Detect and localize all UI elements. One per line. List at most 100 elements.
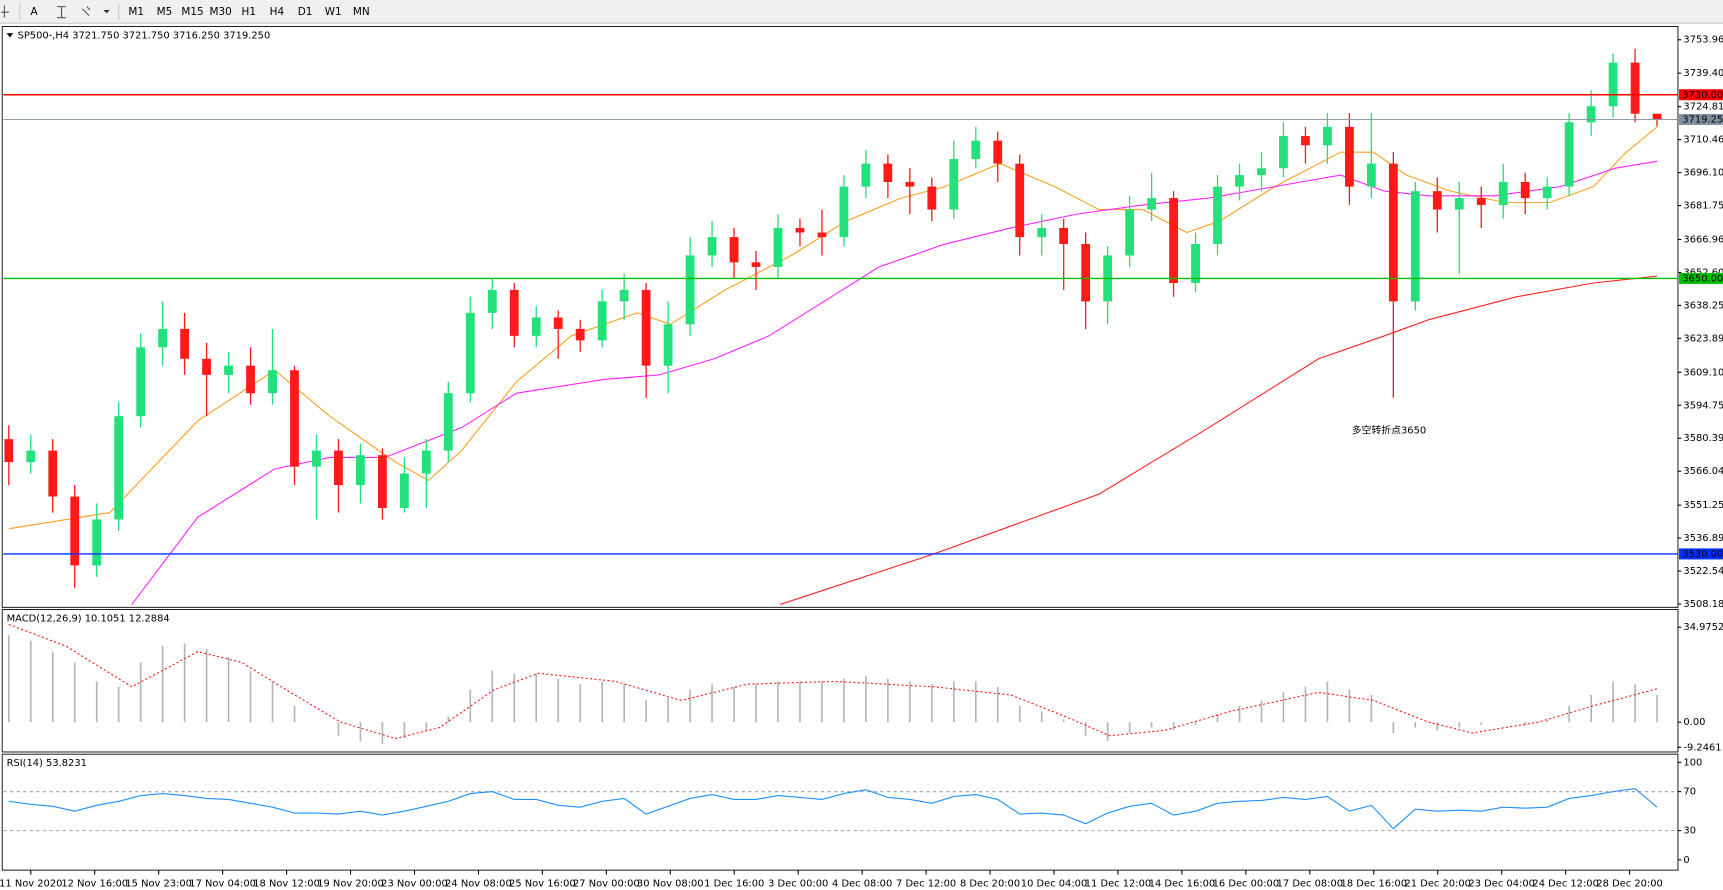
candle-body (312, 450, 321, 467)
x-tick-label: 14 Dec 16:00 (1149, 878, 1215, 889)
y-tick-label: 3638.250 (1683, 300, 1723, 311)
candle-body (1213, 186, 1222, 244)
y-tick-label: 3739.405 (1683, 68, 1723, 79)
candle-body (1652, 113, 1662, 120)
candle-body (1081, 243, 1091, 302)
candle-body (48, 450, 58, 497)
y-tick-label: 3609.105 (1683, 367, 1723, 378)
timeframe-label[interactable]: M1 (128, 6, 144, 18)
candle-body (1410, 191, 1420, 302)
x-tick-label: 27 Nov 00:00 (573, 878, 640, 889)
price-level-label: 3650.000 (1682, 273, 1723, 284)
toolbar: A M1 M5 M15 M30 H1 H4 D1 W1 MN (0, 0, 1723, 24)
x-tick-label: 15 Nov 23:00 (125, 878, 192, 889)
timeframe-label[interactable]: W1 (325, 6, 342, 18)
y-tick-label: 3551.250 (1683, 500, 1723, 511)
x-tick-label: 23 Dec 04:00 (1468, 878, 1534, 889)
y-tick-label: 3681.750 (1683, 201, 1723, 212)
candle-body (356, 455, 365, 486)
y-tick-label: 3594.750 (1683, 400, 1723, 411)
candle-body (1344, 126, 1354, 187)
x-tick-label: 30 Nov 08:00 (637, 878, 704, 889)
candle-body (443, 393, 453, 451)
timeframe-label[interactable]: M30 (210, 6, 232, 18)
x-tick-label: 7 Dec 12:00 (896, 878, 956, 889)
candle-body (26, 450, 36, 463)
candle-body (817, 232, 827, 238)
macd-panel (1, 609, 1679, 753)
timeframe-label[interactable]: H1 (242, 6, 256, 18)
candle-body (949, 159, 959, 210)
crosshair-icon[interactable] (1, 5, 9, 18)
price-level-label: 3530.000 (1682, 549, 1723, 560)
y-tick-label: -9.2461 (1683, 742, 1721, 753)
y-tick-label: 100 (1683, 757, 1702, 768)
label-icon[interactable] (57, 6, 66, 19)
candle-body (663, 324, 673, 366)
timeframe-label[interactable]: M15 (181, 6, 203, 18)
price-level-tag (1679, 89, 1723, 101)
price-level-tag (1679, 272, 1723, 284)
y-tick-label: 3724.815 (1683, 102, 1723, 113)
rsi-line (8, 788, 1658, 830)
x-tick-label: 8 Dec 20:00 (960, 878, 1020, 889)
main-panel (1, 26, 1679, 608)
x-tick-label: 23 Nov 00:00 (381, 878, 448, 889)
candle-body (729, 237, 739, 263)
dropdown-icon[interactable] (103, 9, 110, 14)
candle-body (1366, 163, 1376, 187)
x-tick-label: 17 Nov 04:00 (189, 878, 256, 889)
candle-body (553, 317, 563, 329)
candle-body (268, 370, 277, 394)
shapes-icon[interactable] (82, 6, 91, 16)
candle-body (70, 496, 80, 566)
moving-average (131, 160, 1658, 605)
y-tick-label: 3536.895 (1683, 533, 1723, 544)
candle-body (1542, 186, 1552, 199)
candle-body (1388, 163, 1398, 302)
x-tick-label: 18 Nov 12:00 (253, 878, 320, 889)
timeframe-label[interactable]: D1 (298, 6, 313, 18)
x-tick-label: 24 Dec 12:00 (1532, 878, 1598, 889)
candle-body (1191, 243, 1200, 284)
price-level-tag (1679, 548, 1723, 560)
price-level-tag (1679, 113, 1723, 125)
price-level-label: 3730.000 (1682, 90, 1723, 101)
y-tick-label: 70 (1683, 787, 1696, 798)
candle-body (1059, 227, 1069, 244)
timeframe-label[interactable]: M5 (157, 6, 173, 18)
candle-body (927, 186, 937, 210)
y-tick-label: 30 (1683, 826, 1696, 837)
rsi-panel (1, 753, 1679, 871)
candle-body (1235, 175, 1244, 187)
y-tick-label: 3566.040 (1683, 466, 1723, 477)
y-tick-label: 3623.895 (1683, 333, 1723, 344)
moving-average (8, 126, 1658, 530)
x-tick-label: 19 Nov 20:00 (317, 878, 384, 889)
x-tick-label: 17 Dec 08:00 (1277, 878, 1343, 889)
x-tick-label: 11 Nov 2020 (0, 878, 62, 889)
candle-body (1037, 227, 1047, 238)
timeframe-label[interactable]: MN (353, 6, 370, 18)
text-tool[interactable]: A (30, 6, 38, 18)
candle-body (993, 140, 1003, 164)
candle-body (1257, 168, 1266, 176)
moving-average (780, 275, 1658, 605)
timeframe-label[interactable]: H4 (270, 6, 285, 18)
x-tick-label: 25 Nov 16:00 (509, 878, 576, 889)
price-level-label: 3719.250 (1682, 114, 1723, 125)
candle-body (114, 416, 124, 520)
candle-body (1564, 122, 1574, 187)
candle-body (531, 317, 541, 336)
x-tick-label: 3 Dec 00:00 (768, 878, 828, 889)
indicator-title: RSI(14) 53.8231 (7, 758, 87, 769)
y-tick-label: 34.9752 (1683, 622, 1723, 633)
candle-body (707, 237, 717, 256)
y-tick-label: 3696.105 (1683, 168, 1723, 179)
candle-body (1520, 181, 1530, 199)
candle-body (795, 227, 805, 233)
candle-body (839, 186, 849, 238)
